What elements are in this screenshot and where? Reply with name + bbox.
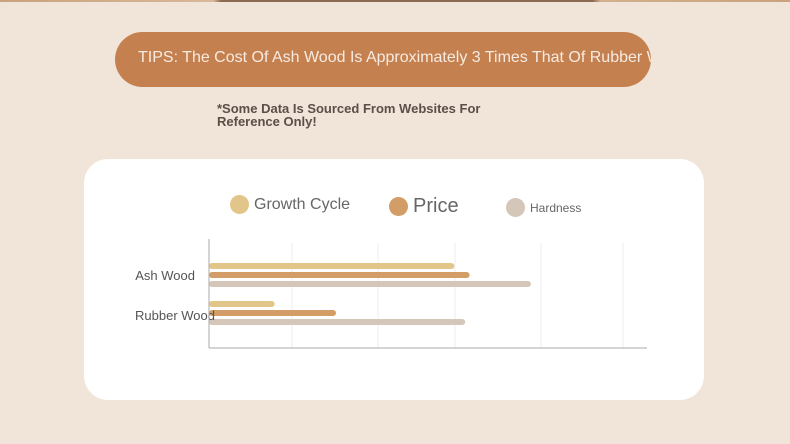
legend-growth-cycle-label: Growth Cycle <box>254 195 351 213</box>
bar-ash-wood-growth-cycle[interactable] <box>209 263 455 269</box>
bar-rubber-wood-hardness[interactable] <box>209 319 466 325</box>
legend-hardness[interactable]: Hardness <box>506 198 581 217</box>
legend-growth-cycle-swatch <box>230 195 249 214</box>
legend-hardness-label: Hardness <box>530 200 582 215</box>
category-label-rubber-wood: Rubber Wood <box>135 308 215 323</box>
top-decorative-strip <box>0 0 790 2</box>
bar-chart: Ash Wood Rubber Wood <box>135 239 647 349</box>
legend-price[interactable]: Price <box>389 195 459 218</box>
legend-price-swatch <box>389 197 408 216</box>
category-label-ash-wood: Ash Wood <box>135 268 195 283</box>
tips-banner: TIPS: The Cost Of Ash Wood Is Approximat… <box>115 32 651 87</box>
bar-ash-wood-price[interactable] <box>209 272 470 278</box>
bar-ash-wood-hardness[interactable] <box>209 281 531 287</box>
bar-rubber-wood-growth-cycle[interactable] <box>209 301 275 307</box>
legend-hardness-swatch <box>506 198 525 217</box>
bar-rubber-wood-price[interactable] <box>209 310 337 316</box>
legend-growth-cycle[interactable]: Growth Cycle <box>230 195 350 214</box>
legend-price-label: Price <box>413 195 459 217</box>
tips-text: TIPS: The Cost Of Ash Wood Is Approximat… <box>138 49 651 66</box>
chart-card: Growth Cycle Price Hardness Ash Wood Rub… <box>84 159 704 400</box>
data-source-note: *Some Data Is Sourced From Websites For … <box>217 101 481 129</box>
